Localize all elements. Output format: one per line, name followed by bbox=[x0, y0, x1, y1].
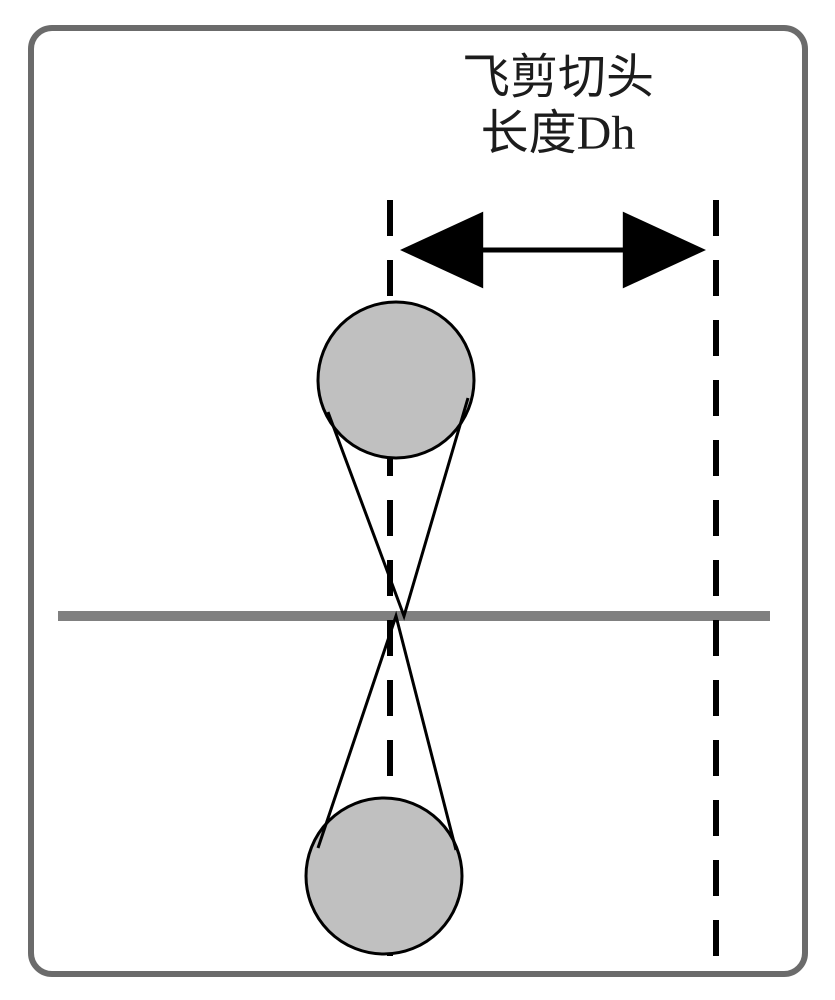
dimension-label-line2: 长度Dh bbox=[462, 106, 654, 162]
arrow-right-icon bbox=[623, 212, 706, 289]
dimension-label-line1: 飞剪切头 bbox=[462, 50, 654, 106]
diagram-layer bbox=[0, 0, 835, 1000]
roll-bottom bbox=[306, 798, 462, 954]
dimension-label: 飞剪切头 长度Dh bbox=[462, 50, 654, 162]
roll-top bbox=[318, 302, 474, 458]
arrow-left-icon bbox=[400, 212, 483, 289]
